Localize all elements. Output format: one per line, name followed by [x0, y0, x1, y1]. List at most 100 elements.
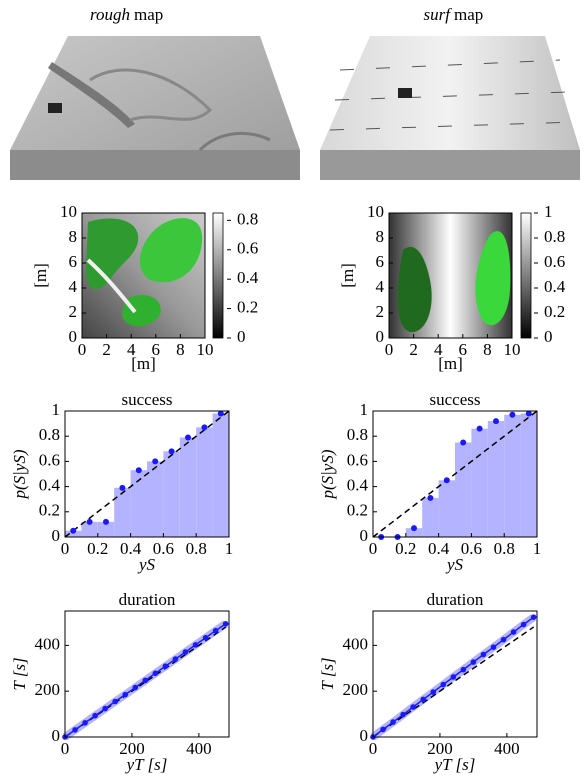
point [192, 642, 199, 648]
colorbar [520, 212, 532, 339]
colorbar-tick-label: 0 [544, 327, 553, 346]
y-tick-label: 4 [376, 277, 385, 296]
y-tick-label: 0 [360, 726, 369, 745]
x-tick-label: 6 [459, 340, 468, 359]
point [168, 448, 175, 455]
point [460, 439, 467, 446]
x-tick-label: 0 [369, 739, 378, 758]
point [217, 410, 224, 417]
point [420, 696, 427, 703]
y-tick-label: 8 [69, 227, 78, 246]
reference-line [372, 626, 535, 738]
y-tick-label: 400 [343, 634, 369, 653]
y-tick-label: 2 [376, 302, 385, 321]
x-axis-label: yS [137, 555, 156, 574]
x-tick-label: 0.2 [395, 539, 416, 558]
point [172, 656, 179, 662]
y-axis-label: T [s] [10, 657, 29, 690]
x-tick-label: 4 [127, 340, 136, 359]
point [112, 698, 119, 705]
x-tick-label: 0.4 [120, 539, 142, 558]
x-tick-label: 8 [483, 340, 492, 359]
surf-heatmap-image [389, 213, 512, 338]
point [152, 670, 159, 677]
reference-line [64, 410, 230, 538]
map-title: map [134, 5, 163, 24]
chart-title: success [122, 390, 173, 409]
bar [405, 528, 423, 537]
y-tick-label: 0.6 [347, 450, 368, 469]
point [185, 434, 191, 441]
point [119, 484, 126, 491]
colorbar [212, 212, 224, 339]
x-tick-label: 2 [102, 340, 111, 359]
x-tick-label: 0 [61, 739, 70, 758]
bar [97, 521, 115, 537]
x-tick-label: 0 [61, 539, 70, 558]
x-tick-label: 8 [176, 340, 185, 359]
point [476, 425, 483, 432]
point [212, 627, 219, 634]
bar [422, 497, 439, 537]
bar [179, 437, 197, 537]
x-axis-label: yS [445, 555, 464, 574]
y-tick-label: 0.2 [39, 501, 60, 520]
point [390, 719, 396, 725]
plot-frame [372, 410, 538, 538]
plot-frame [64, 610, 230, 738]
y-tick-label: 8 [376, 227, 385, 246]
reference-line [372, 410, 538, 538]
point [440, 681, 447, 688]
colorbar-tick-label: 0.2 [544, 302, 565, 321]
point [201, 424, 208, 431]
x-tick-label: 0.2 [87, 539, 108, 558]
bar [487, 421, 505, 537]
x-tick-label: 0 [78, 340, 87, 359]
point [222, 621, 229, 627]
bar [196, 427, 213, 537]
point [132, 684, 139, 691]
point [70, 527, 77, 534]
y-tick-label: 0 [376, 327, 385, 346]
point [162, 663, 169, 670]
colorbar-tick-label: 0 [237, 327, 246, 346]
y-tick-label: 10 [367, 202, 384, 221]
y-axis-label: [m] [338, 263, 357, 288]
colorbar-tick-label: 0.8 [237, 209, 258, 228]
point [500, 636, 507, 643]
y-tick-label: 4 [69, 277, 78, 296]
bar [471, 428, 488, 537]
colorbar-tick-label: 0.4 [237, 268, 259, 287]
y-tick-label: 1 [360, 400, 369, 419]
y-tick-label: 0.6 [39, 450, 60, 469]
y-tick-label: 6 [376, 252, 385, 271]
x-tick-label: 0.6 [153, 539, 174, 558]
y-tick-label: 0.4 [347, 476, 369, 495]
y-tick-label: 2 [69, 302, 78, 321]
bar [520, 413, 537, 537]
y-tick-label: 200 [35, 680, 61, 699]
x-axis-label: [m] [131, 354, 156, 373]
x-tick-label: 4 [434, 340, 443, 359]
y-tick-label: 0 [52, 526, 61, 545]
bar [147, 461, 164, 537]
colorbar-tick-label: 0.6 [544, 252, 565, 271]
x-tick-label: 10 [504, 340, 521, 359]
bar [130, 470, 147, 537]
point [530, 614, 537, 620]
point [443, 477, 450, 484]
point [460, 666, 467, 673]
x-axis-label: yT [s] [433, 755, 476, 774]
point [182, 649, 189, 655]
x-tick-label: 0.8 [494, 539, 515, 558]
map-title: map [454, 5, 483, 24]
bar [504, 414, 521, 537]
bar [438, 480, 455, 537]
x-tick-label: 400 [186, 739, 212, 758]
y-tick-label: 400 [35, 634, 61, 653]
point [103, 518, 109, 525]
point [450, 674, 457, 680]
point [135, 467, 142, 474]
y-axis-label: [m] [31, 263, 50, 288]
